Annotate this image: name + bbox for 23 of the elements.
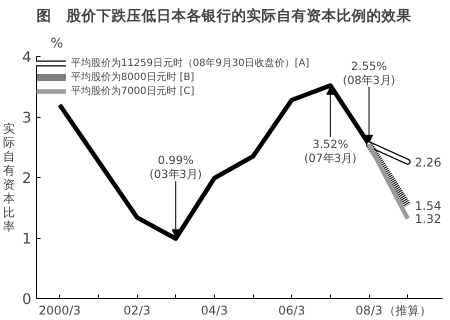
annotation: 0.99% (03年3月) bbox=[149, 153, 202, 182]
data-label: 2.26 bbox=[414, 155, 442, 170]
data-label: 1.54 bbox=[414, 198, 442, 213]
x-tick-label: 08/3 bbox=[356, 304, 383, 318]
x-tick-label: 04/3 bbox=[200, 304, 228, 318]
y-tick-label: 4 bbox=[22, 49, 32, 66]
chart-title: 图 股价下跌压低日本各银行的实际自有资本比例的效果 bbox=[36, 6, 412, 24]
annotation: 3.52% (07年3月) bbox=[304, 136, 357, 165]
x-tick-label: 02/3 bbox=[124, 304, 151, 318]
legend-label: 平均股价为8000日元时 [B] bbox=[71, 70, 194, 84]
legend-label: 平均股价为7000日元时 [C] bbox=[71, 84, 194, 98]
x-tick-label: （推算） bbox=[384, 304, 432, 318]
x-tick-label: 2000/3 bbox=[38, 304, 81, 318]
annotation: 2.55% (08年3月) bbox=[342, 58, 396, 87]
x-tick-label: 06/3 bbox=[278, 304, 306, 318]
text: % bbox=[50, 36, 64, 52]
legend-label: 平均股价为11259日元时（08年9月30日收盘价）[A] bbox=[71, 56, 310, 70]
y-tick-label: 0 bbox=[22, 291, 32, 308]
data-label: 1.32 bbox=[414, 212, 442, 226]
y-tick-label: 1 bbox=[22, 230, 32, 248]
y-axis-title: 实际自有资本比率 bbox=[3, 122, 16, 234]
y-tick-label: 2 bbox=[22, 170, 32, 187]
y-tick-label: 3 bbox=[22, 110, 32, 126]
